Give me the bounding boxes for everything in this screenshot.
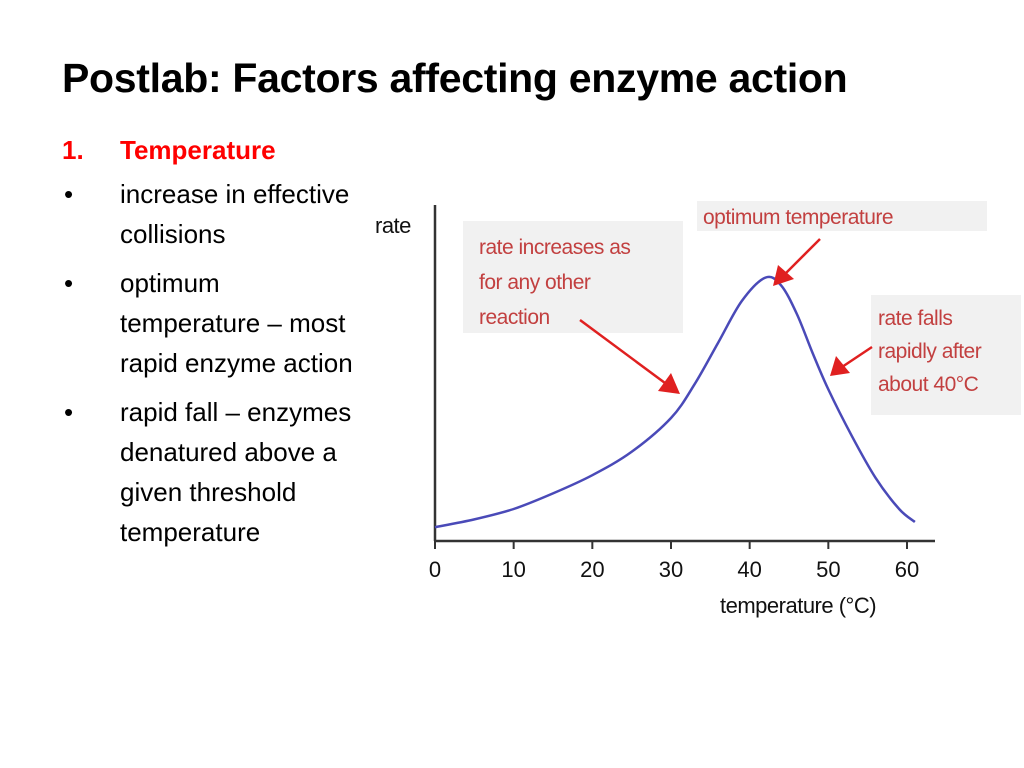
annotation-increase-line3: reaction: [479, 306, 550, 329]
annotation-optimum: optimum temperature: [703, 206, 893, 229]
bullet-item: • increase in effective collisions: [62, 174, 362, 254]
slide-title: Postlab: Factors affecting enzyme action: [62, 55, 848, 101]
x-tick-label: 60: [895, 557, 919, 582]
x-axis-label: temperature (°C): [720, 593, 876, 618]
bullet-text: rapid fall – enzymes denatured above a g…: [120, 397, 352, 547]
optimum-label-bg: [697, 201, 987, 231]
x-tick-label: 50: [816, 557, 840, 582]
slide-content: 1. Temperature • increase in effective c…: [62, 130, 362, 561]
arrow-optimum-shaft: [784, 238, 821, 275]
annotation-falls-line3: about 40°C: [878, 373, 979, 396]
bullet-text: increase in effective collisions: [120, 179, 350, 249]
bullet-list: • increase in effective collisions • opt…: [62, 174, 362, 552]
arrow-increase-shaft: [579, 318, 666, 385]
heading-label: Temperature: [120, 135, 276, 165]
x-tick-label: 10: [501, 557, 525, 582]
bullet-text: optimum temperature – most rapid enzyme …: [120, 268, 353, 378]
arrow-falls-head: [830, 356, 850, 376]
falls-label-bg: [871, 295, 1021, 415]
enzyme-rate-chart: rate 0 10 20 30 40 50 60 temperature (°C) opti…: [375, 195, 1024, 635]
x-tick-label: 0: [429, 557, 441, 582]
bullet-icon: •: [64, 397, 74, 427]
bullet-icon: •: [64, 268, 74, 298]
x-tick-label: 30: [659, 557, 683, 582]
x-ticks: 0 10 20 30 40 50 60: [429, 541, 919, 582]
arrow-optimum-head: [773, 265, 794, 286]
increase-label-bg: [463, 221, 683, 333]
arrow-falls-shaft: [841, 345, 873, 369]
x-tick-label: 40: [737, 557, 761, 582]
annotation-increase-line2: for any other: [479, 271, 591, 294]
annotation-falls-line2: rapidly after: [878, 340, 982, 363]
bullet-item: • rapid fall – enzymes denatured above a…: [62, 392, 362, 552]
bullet-item: • optimum temperature – most rapid enzym…: [62, 263, 362, 383]
arrow-increase-head: [658, 373, 680, 394]
bullet-icon: •: [64, 179, 74, 209]
x-tick-label: 20: [580, 557, 604, 582]
heading-number: 1.: [62, 135, 84, 165]
numbered-heading: 1. Temperature: [62, 130, 362, 170]
annotation-increase-line1: rate increases as: [479, 236, 630, 259]
y-axis-label: rate: [375, 213, 411, 238]
chart-svg: rate 0 10 20 30 40 50 60 temperature (°C) opti…: [375, 201, 1021, 618]
series-line: [434, 275, 916, 529]
annotation-falls-line1: rate falls: [878, 307, 952, 330]
